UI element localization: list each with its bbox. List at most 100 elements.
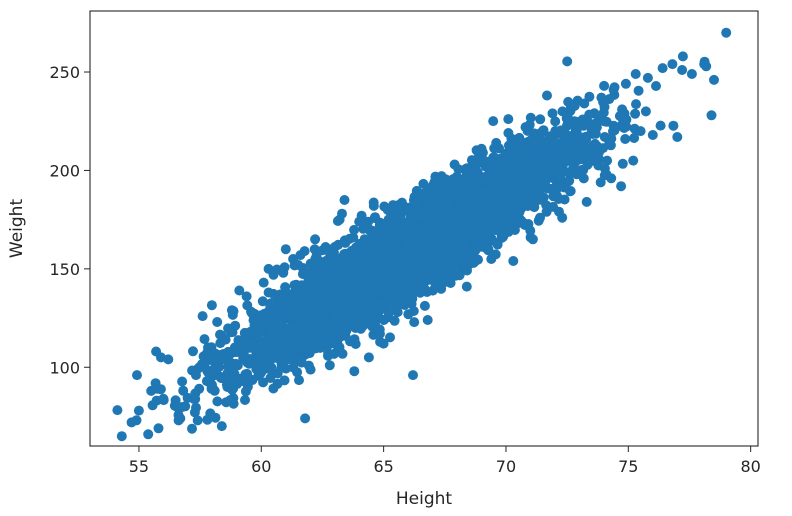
scatter-point xyxy=(480,174,491,185)
scatter-point xyxy=(223,323,234,334)
scatter-point xyxy=(677,51,688,62)
scatter-point xyxy=(584,91,595,102)
scatter-point xyxy=(392,289,403,300)
scatter-point xyxy=(177,376,188,387)
scatter-point xyxy=(599,101,610,112)
scatter-point xyxy=(378,315,389,325)
scatter-point xyxy=(237,376,248,386)
scatter-point xyxy=(418,265,429,276)
scatter-point xyxy=(303,272,314,283)
scatter-point xyxy=(542,90,552,101)
scatter-point xyxy=(578,115,589,126)
scatter-point xyxy=(246,356,257,367)
scatter-point xyxy=(455,221,466,231)
scatter-point xyxy=(362,238,373,249)
scatter-point xyxy=(348,232,359,243)
scatter-point xyxy=(483,244,494,255)
scatter-point xyxy=(385,332,395,343)
scatter-point xyxy=(405,233,416,244)
scatter-point xyxy=(347,293,358,304)
scatter-point xyxy=(389,257,400,268)
scatter-point xyxy=(582,159,593,170)
points-layer xyxy=(112,27,732,442)
scatter-point xyxy=(487,161,498,172)
scatter-point xyxy=(242,368,253,379)
scatter-point xyxy=(547,165,558,176)
scatter-point xyxy=(472,167,483,178)
scatter-point xyxy=(384,298,395,309)
scatter-point xyxy=(329,348,340,359)
scatter-point xyxy=(562,56,573,67)
scatter-point xyxy=(454,229,465,240)
scatter-point xyxy=(392,274,403,285)
scatter-point xyxy=(202,347,213,358)
scatter-point xyxy=(595,177,606,188)
scatter-point xyxy=(426,257,436,268)
scatter-point xyxy=(325,284,335,295)
scatter-point xyxy=(339,249,350,260)
scatter-point xyxy=(525,174,536,185)
scatter-point xyxy=(402,264,413,275)
scatter-point xyxy=(485,202,496,213)
scatter-point xyxy=(279,375,290,386)
scatter-point xyxy=(369,213,380,224)
scatter-point xyxy=(232,360,243,371)
scatter-point xyxy=(553,194,564,204)
scatter-point xyxy=(402,247,413,258)
scatter-point xyxy=(503,203,514,214)
scatter-point xyxy=(565,186,576,197)
scatter-point xyxy=(635,126,646,137)
scatter-point xyxy=(308,315,319,326)
scatter-point xyxy=(240,395,250,405)
scatter-point xyxy=(143,429,154,440)
scatter-point xyxy=(266,362,277,373)
scatter-point xyxy=(433,264,444,275)
scatter-point xyxy=(437,226,448,237)
scatter-point xyxy=(255,352,265,363)
scatter-point xyxy=(364,294,375,305)
scatter-point xyxy=(382,275,393,285)
scatter-point xyxy=(366,315,377,326)
scatter-point xyxy=(568,161,579,172)
scatter-point xyxy=(373,256,384,267)
scatter-point xyxy=(438,272,449,283)
scatter-point xyxy=(298,306,309,317)
scatter-point xyxy=(338,257,349,268)
scatter-point xyxy=(484,220,495,231)
scatter-point xyxy=(313,276,324,287)
scatter-point xyxy=(349,224,360,235)
scatter-point xyxy=(550,137,561,148)
scatter-point xyxy=(112,405,123,416)
scatter-point xyxy=(608,120,619,131)
scatter-point xyxy=(415,210,426,221)
scatter-point xyxy=(576,142,587,152)
scatter-point xyxy=(334,327,344,338)
scatter-point xyxy=(488,177,499,187)
scatter-point xyxy=(340,237,351,248)
scatter-point xyxy=(503,140,514,151)
scatter-point xyxy=(501,187,511,197)
scatter-point xyxy=(189,407,200,418)
scatter-point xyxy=(521,144,532,155)
scatter-point xyxy=(268,383,279,394)
scatter-point xyxy=(422,187,433,197)
scatter-point xyxy=(528,182,539,193)
scatter-point xyxy=(614,111,625,121)
scatter-point xyxy=(319,298,330,309)
scatter-point xyxy=(363,282,374,293)
scatter-point xyxy=(620,134,631,144)
scatter-point xyxy=(487,189,498,199)
scatter-point xyxy=(347,279,358,290)
scatter-point xyxy=(411,198,422,209)
scatter-point xyxy=(210,348,221,359)
scatter-point xyxy=(461,239,472,250)
scatter-point xyxy=(382,204,393,215)
scatter-point xyxy=(317,245,328,256)
scatter-point xyxy=(335,287,346,298)
scatter-point xyxy=(304,281,315,292)
scatter-point xyxy=(208,369,218,379)
scatter-point xyxy=(437,245,448,256)
scatter-point xyxy=(206,300,217,311)
scatter-point xyxy=(178,385,189,396)
scatter-point xyxy=(287,321,298,332)
